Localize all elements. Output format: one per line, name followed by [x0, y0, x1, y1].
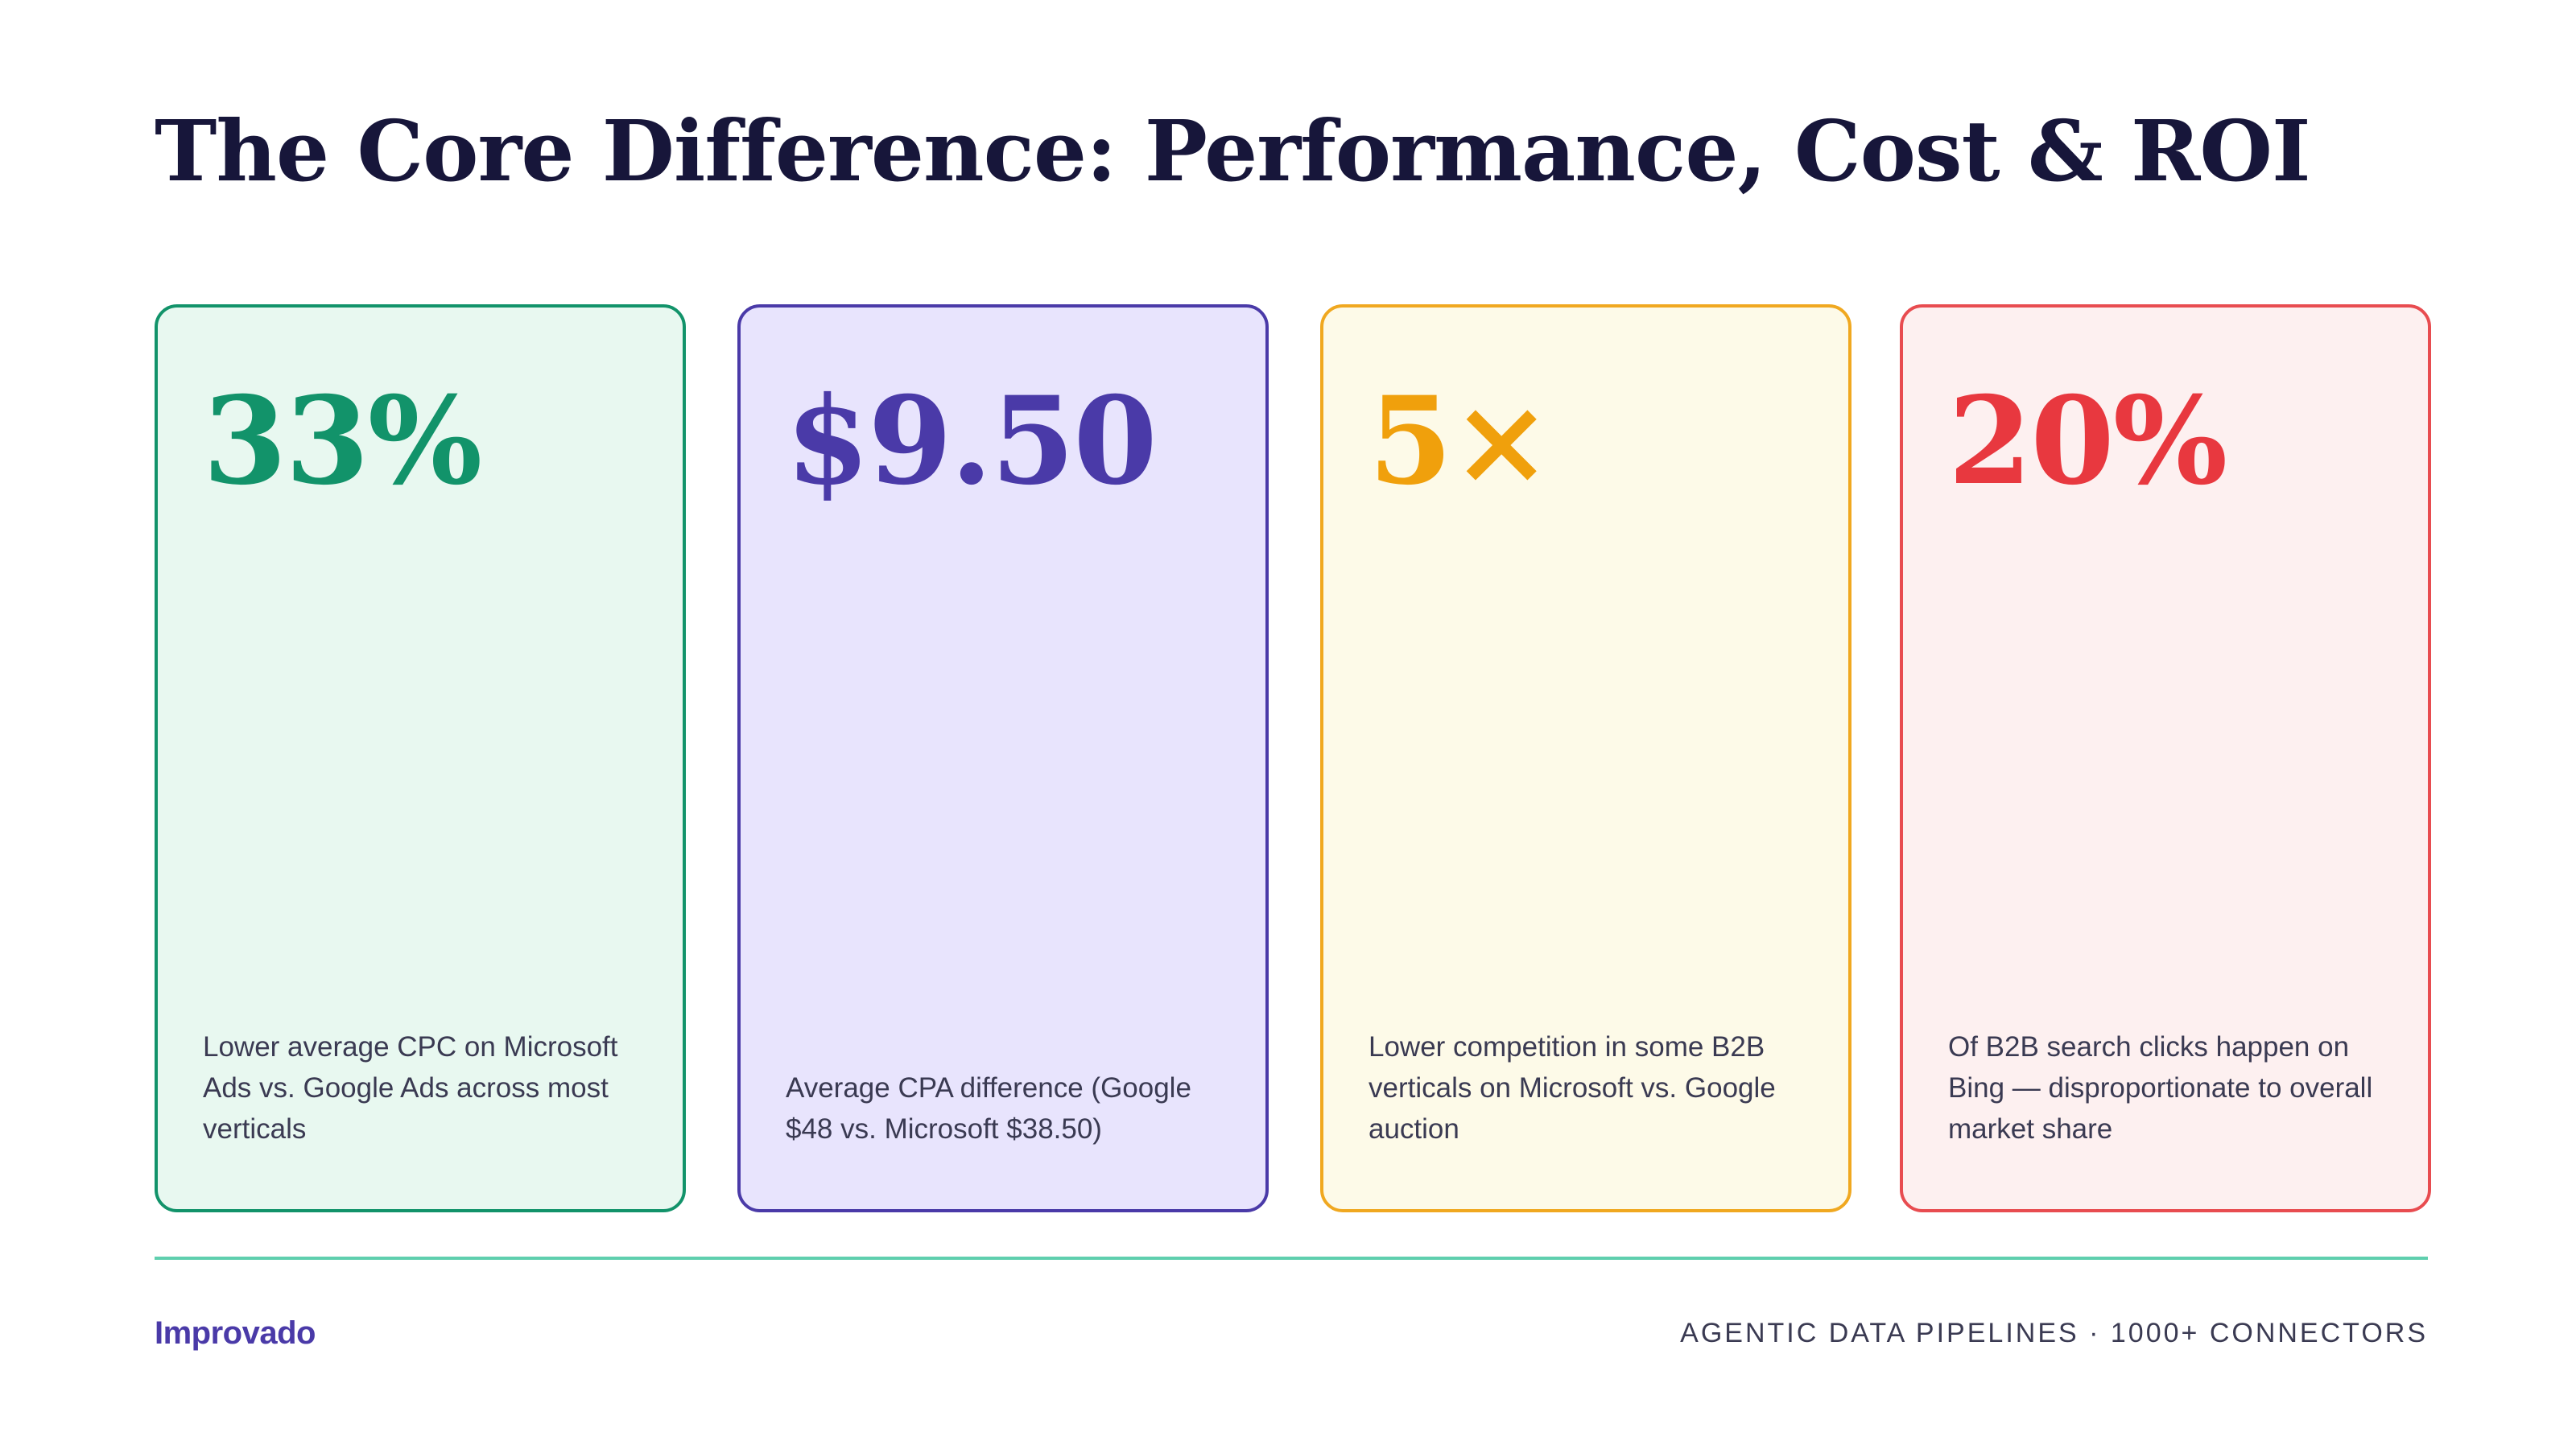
stat-description: Lower competition in some B2B verticals …	[1368, 1031, 1776, 1145]
stat-card-bing-clicks: 20% Of B2B search clicks happen on Bing …	[1900, 304, 2431, 1212]
stat-description: Of B2B search clicks happen on Bing — di…	[1948, 1031, 2373, 1145]
stat-card-cpa: $9.50 Average CPA difference (Google $48…	[737, 304, 1269, 1212]
stat-description: Average CPA difference (Google $48 vs. M…	[786, 1072, 1191, 1145]
stat-value: $9.50	[786, 370, 1158, 512]
stat-value: 20%	[1948, 370, 2227, 512]
stat-card-cpc: 33% Lower average CPC on Microsoft Ads v…	[155, 304, 686, 1212]
stat-value: 33%	[203, 370, 482, 512]
stat-card-competition: 5× Lower competition in some B2B vertica…	[1320, 304, 1852, 1212]
footer-divider	[155, 1257, 2428, 1260]
footer-tagline: AGENTIC DATA PIPELINES · 1000+ CONNECTOR…	[1680, 1318, 2428, 1348]
stat-value: 5×	[1368, 370, 1552, 512]
stat-description: Lower average CPC on Microsoft Ads vs. G…	[203, 1031, 618, 1145]
stat-cards: 33% Lower average CPC on Microsoft Ads v…	[155, 304, 2431, 1212]
slide-title: The Core Difference: Performance, Cost &…	[155, 101, 2311, 200]
brand-logo: Improvado	[155, 1315, 316, 1351]
